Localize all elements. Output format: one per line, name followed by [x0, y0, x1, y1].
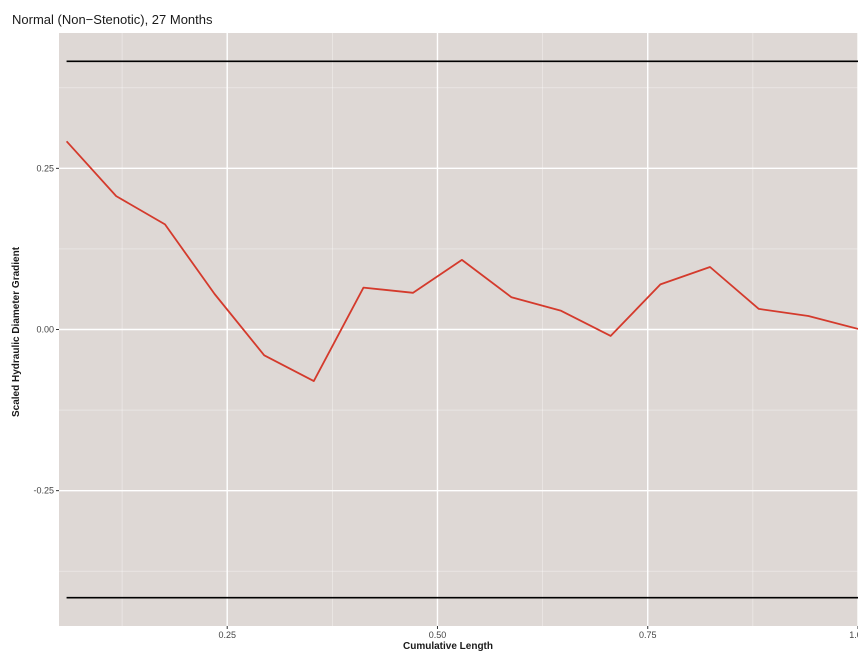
x-axis: 0.25 0.50 0.75 1.00	[218, 626, 858, 640]
x-tick-label: 0.75	[639, 630, 657, 640]
y-tick-label: 0.00	[36, 325, 54, 335]
y-axis-label: Scaled Hydraulic Diameter Gradient	[11, 246, 22, 417]
y-axis: -0.25 0.00 0.25	[33, 163, 59, 496]
y-tick-label: 0.25	[36, 163, 54, 173]
series-layer	[65, 140, 858, 383]
x-axis-label: Cumulative Length	[403, 641, 493, 652]
x-tick-label: 0.50	[429, 630, 447, 640]
series-line	[65, 140, 858, 383]
grid-major	[59, 33, 858, 626]
x-tick-label: 1.00	[849, 630, 858, 640]
y-tick-label: -0.25	[33, 486, 54, 496]
reference-lines	[66, 60, 858, 599]
chart-title: Normal (Non−Stenotic), 27 Months	[12, 12, 213, 27]
x-tick-label: 0.25	[218, 630, 236, 640]
